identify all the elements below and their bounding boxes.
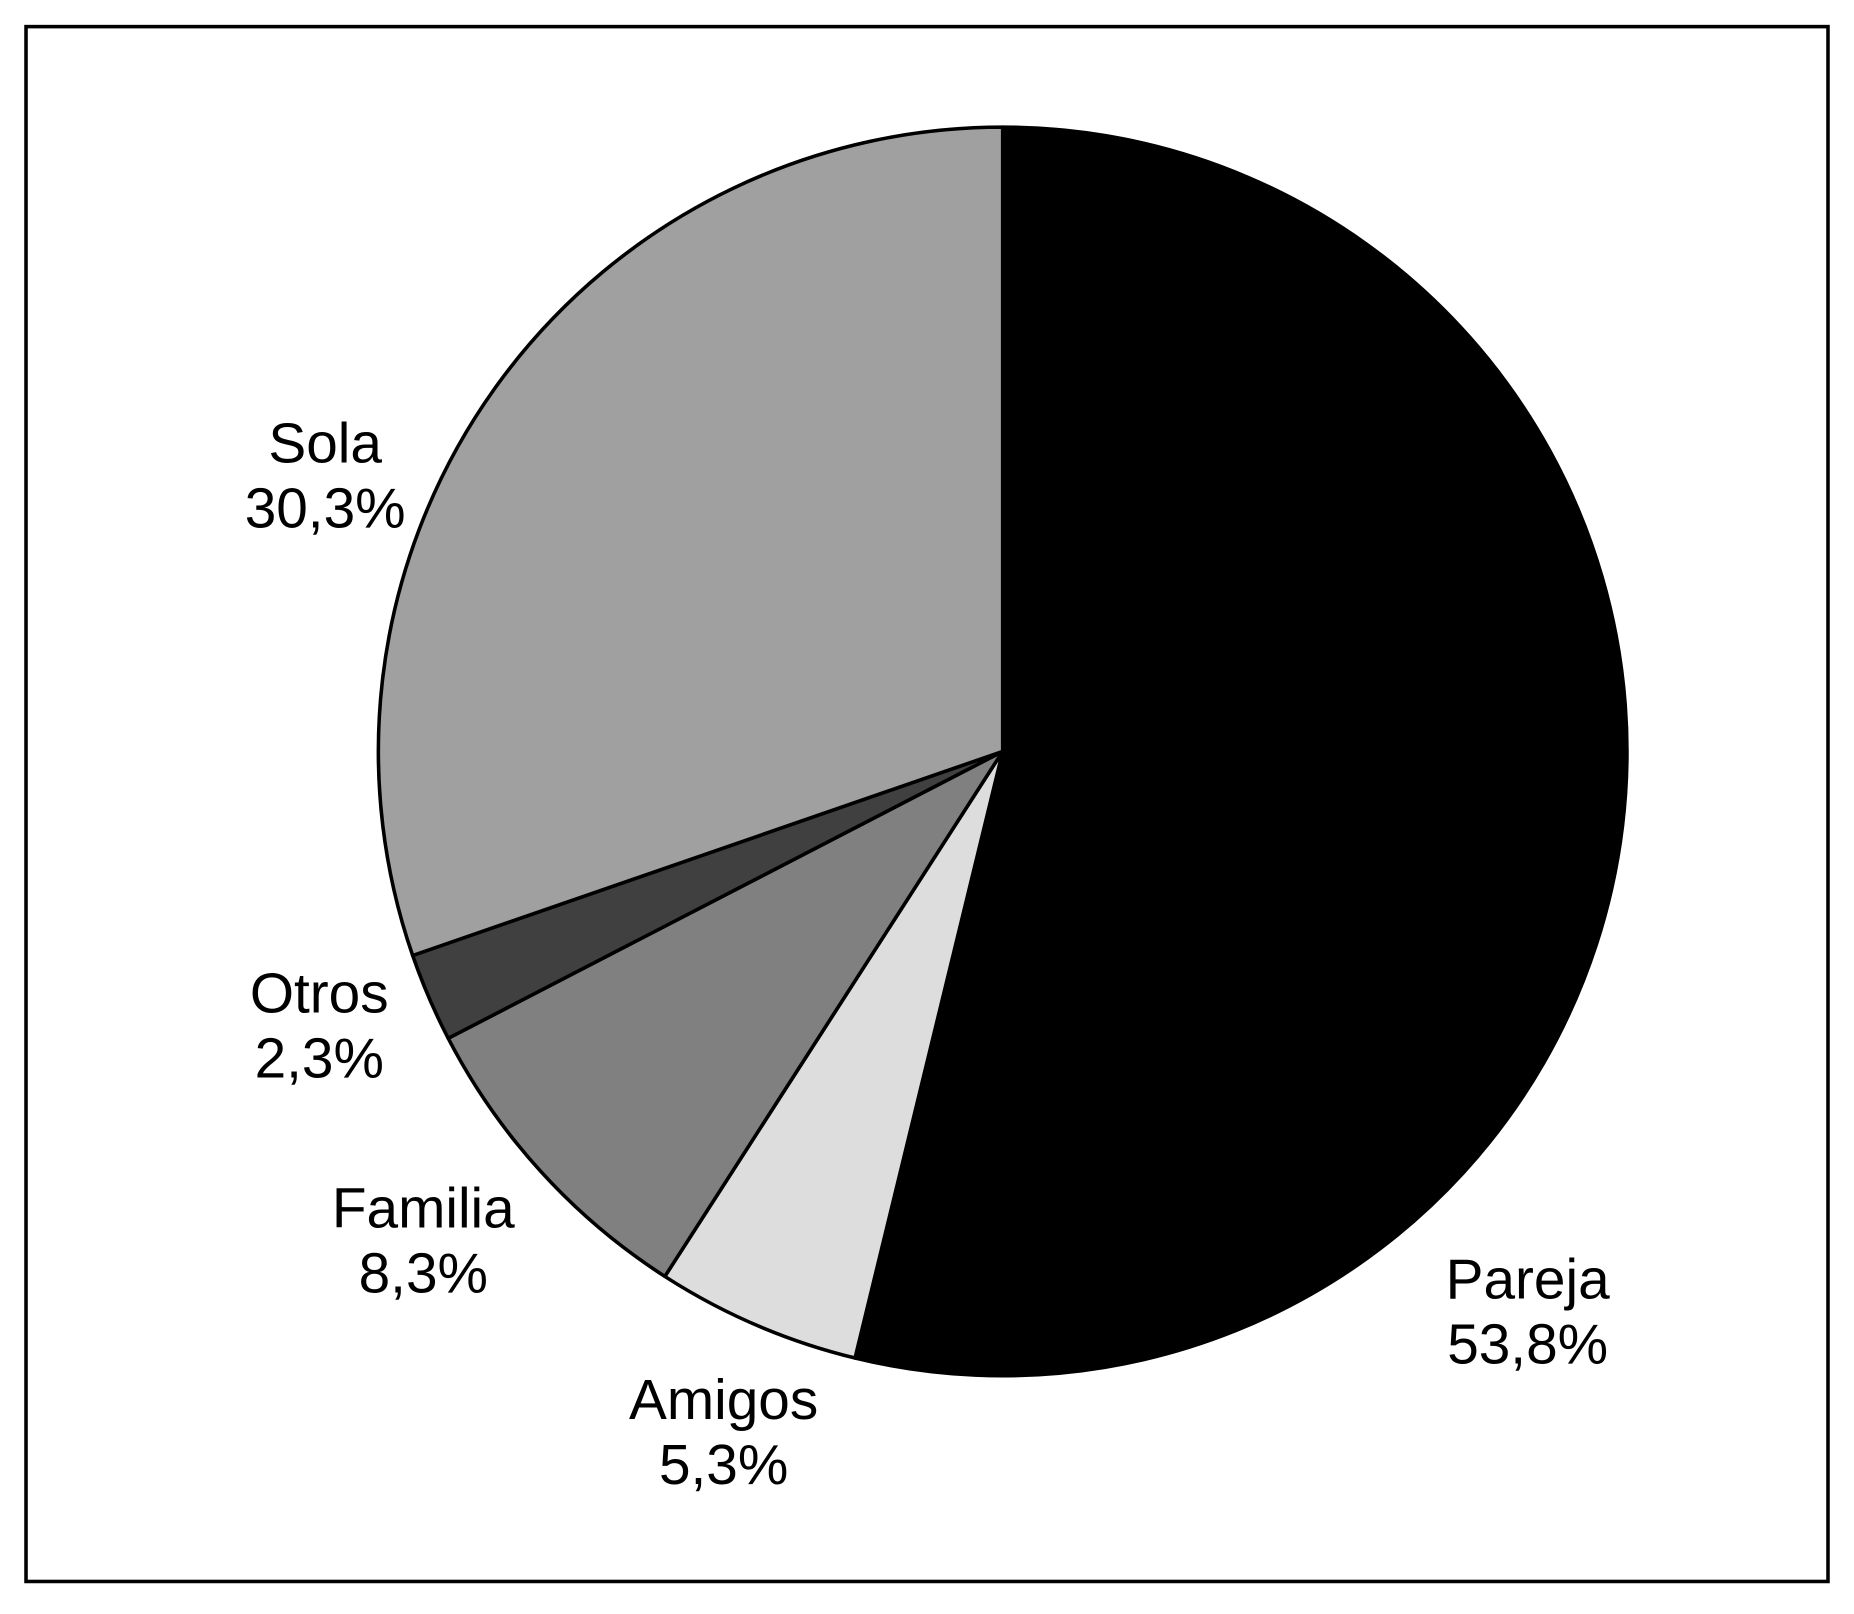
pie-slice <box>376 125 1005 958</box>
slice-value-label: 53,8% <box>1447 1314 1608 1377</box>
slice-value-label: 30,3% <box>245 478 406 541</box>
slice-name: Familia <box>332 1178 515 1241</box>
slice-value-label: 5,3% <box>659 1434 788 1497</box>
slice-value-label: 8,3% <box>359 1243 488 1306</box>
pie-slice <box>663 749 1005 1360</box>
pie-slice <box>853 125 1629 1378</box>
slice-name: Amigos <box>629 1369 818 1432</box>
slice-name: Pareja <box>1446 1248 1610 1311</box>
slice-name: Sola <box>268 413 382 476</box>
pie-slice <box>446 749 1005 1279</box>
slice-name: Otros <box>250 962 389 1025</box>
slice-value-label: 2,3% <box>255 1027 384 1090</box>
